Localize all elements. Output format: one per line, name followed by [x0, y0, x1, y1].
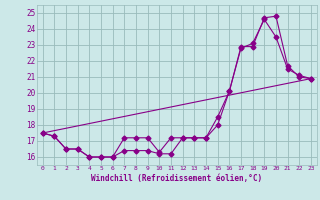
X-axis label: Windchill (Refroidissement éolien,°C): Windchill (Refroidissement éolien,°C)	[91, 174, 262, 183]
